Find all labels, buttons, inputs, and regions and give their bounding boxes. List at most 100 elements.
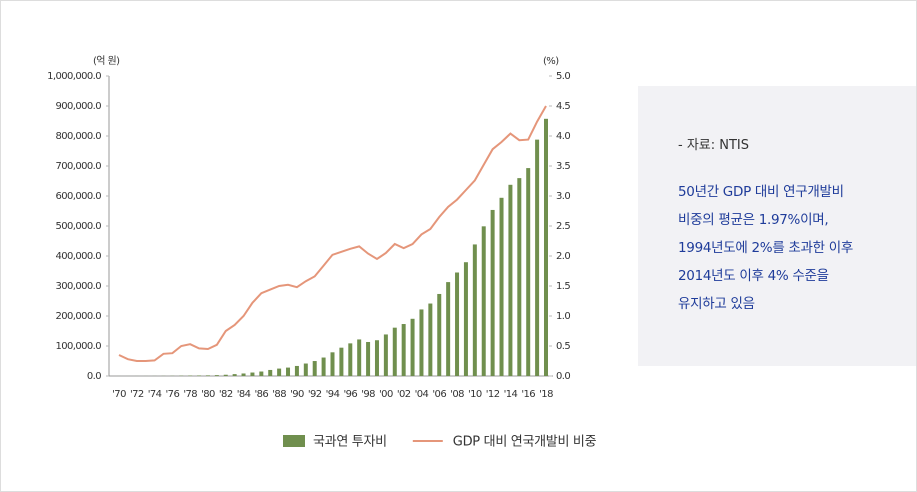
x-tick-label: '00 — [379, 389, 393, 400]
bar — [419, 309, 424, 376]
bar — [205, 375, 210, 376]
tick-label: 5.0 — [556, 71, 570, 82]
y-unit: (억 원) — [93, 55, 120, 67]
x-tick-label: '88 — [272, 389, 286, 400]
bar — [455, 272, 460, 376]
note-line: 유지하고 있음 — [678, 296, 755, 312]
note-line: 비중의 평균은 1.97%이며, — [678, 212, 829, 228]
tick-label: 4.5 — [556, 101, 570, 112]
tick-label: 500,000.0 — [56, 221, 102, 232]
bar — [330, 352, 335, 376]
tick-label: 600,000.0 — [56, 191, 102, 202]
x-tick-label: '02 — [397, 389, 411, 400]
tick-label: 1,000,000.0 — [47, 71, 101, 82]
x-tick-label: '72 — [130, 389, 144, 400]
x-tick-label: '14 — [504, 389, 518, 400]
tick-label: 0.0 — [556, 371, 570, 382]
x-tick-label: '80 — [201, 389, 215, 400]
bar — [259, 371, 264, 376]
tick-label: 0.5 — [556, 341, 570, 352]
bar — [357, 339, 362, 376]
bar — [312, 361, 317, 376]
tick-label: 3.5 — [556, 161, 570, 172]
tick-label: 3.0 — [556, 191, 570, 202]
tick-label: 0.0 — [87, 371, 101, 382]
tick-label: 1.5 — [556, 281, 570, 292]
bar — [481, 226, 486, 376]
x-tick-label: '82 — [219, 389, 233, 400]
x-tick-label: '98 — [361, 389, 375, 400]
line — [118, 105, 547, 362]
x-tick-label: '86 — [254, 389, 268, 400]
bar — [374, 340, 379, 376]
x-tick-label: '04 — [415, 389, 429, 400]
tick-label: 100,000.0 — [56, 341, 102, 352]
source: - 자료: NTIS — [678, 138, 750, 153]
bar — [499, 197, 504, 376]
bar — [277, 368, 282, 376]
bar — [383, 334, 388, 376]
x-tick-label: '96 — [343, 389, 357, 400]
bar — [223, 374, 228, 376]
x-tick-label: '12 — [486, 389, 500, 400]
bar — [321, 357, 326, 376]
x-tick-label: '70 — [112, 389, 126, 400]
legend-swatch — [283, 435, 305, 447]
x-tick-label: '18 — [539, 389, 553, 400]
bar — [535, 139, 540, 376]
tick-label: 300,000.0 — [56, 281, 102, 292]
bar — [303, 363, 308, 376]
bar — [401, 324, 406, 376]
bar — [490, 209, 495, 376]
chart: (억 원) (%) 0.0 100,000.0 200,000.0 300,000.0… — [47, 55, 597, 450]
x-tick-label: '74 — [148, 389, 162, 400]
y2-unit: (%) — [543, 56, 559, 67]
x-tick-label: '06 — [432, 389, 446, 400]
bar — [339, 347, 344, 376]
bar — [268, 369, 273, 376]
x-tick-label: '94 — [326, 389, 340, 400]
bar — [392, 327, 397, 376]
bar — [437, 293, 442, 376]
bar — [241, 373, 246, 376]
tick-label: 400,000.0 — [56, 251, 102, 262]
tick-label: 4.0 — [556, 131, 570, 142]
x-tick-label: '08 — [450, 389, 464, 400]
x-tick-label: '76 — [166, 389, 180, 400]
bar — [250, 372, 255, 376]
bar — [366, 341, 371, 376]
bar — [286, 367, 291, 376]
tick-label: 900,000.0 — [56, 101, 102, 112]
bar — [463, 262, 468, 376]
tick-label: 2.5 — [556, 221, 570, 232]
x-tick-label: '78 — [183, 389, 197, 400]
bar — [197, 375, 202, 376]
bar — [294, 365, 299, 376]
bar — [446, 282, 451, 376]
bar — [428, 303, 433, 376]
bar — [214, 375, 219, 376]
bar — [232, 374, 237, 376]
tick-label: 200,000.0 — [56, 311, 102, 322]
bar — [544, 118, 548, 376]
tick-label: 700,000.0 — [56, 161, 102, 172]
bar — [410, 318, 415, 376]
bar — [517, 178, 522, 376]
bar — [348, 343, 353, 376]
bar — [472, 244, 477, 376]
tick-label: 800,000.0 — [56, 131, 102, 142]
tick-label: 1.0 — [556, 311, 570, 322]
x-tick-label: '84 — [237, 389, 251, 400]
note-line: 50년간 GDP 대비 연구개발비 — [678, 184, 844, 200]
x-tick-label: '92 — [308, 389, 322, 400]
tick-label: 2.0 — [556, 251, 570, 262]
legend-label: GDP 대비 연국개발비 비중 — [453, 435, 597, 450]
bar — [508, 184, 513, 376]
x-tick-label: '10 — [468, 389, 482, 400]
note-line: 1994년도에 2%를 초과한 이후 — [678, 240, 854, 256]
x-tick-label: '16 — [521, 389, 535, 400]
bar — [526, 168, 531, 376]
